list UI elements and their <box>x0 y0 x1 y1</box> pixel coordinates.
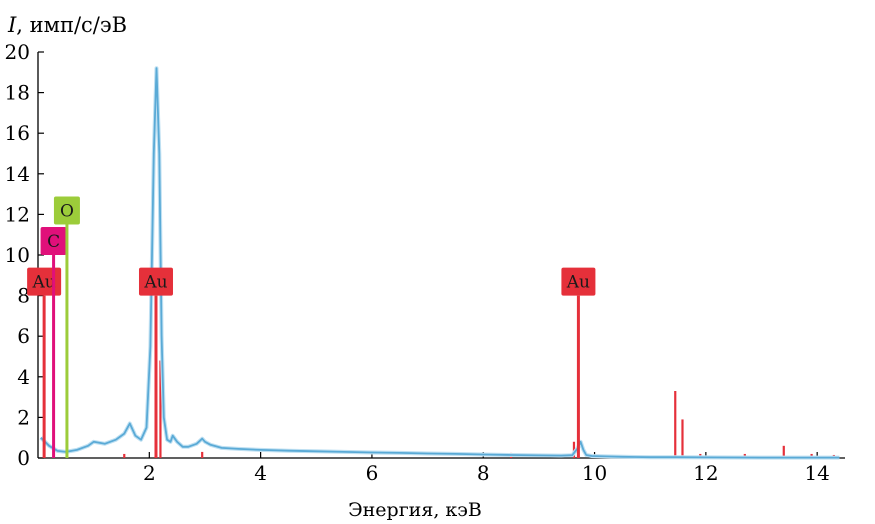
element-label: Au <box>143 273 167 293</box>
element-label-box <box>53 196 80 225</box>
element-label: Au <box>32 273 56 293</box>
x-axis-label: Энергия, кэВ <box>348 499 482 520</box>
y-tick-label: 16 <box>5 121 30 145</box>
element-label-box <box>561 267 596 296</box>
y-tick-label: 2 <box>17 405 30 429</box>
y-ticks: 0 2 4 6 8 10 12 14 16 18 20 <box>5 40 44 470</box>
y-tick-label: 8 <box>17 284 30 308</box>
element-label-box <box>40 227 67 255</box>
y-tick-label: 0 <box>17 446 30 470</box>
spectrum-series <box>39 66 840 460</box>
x-tick-label: 8 <box>477 461 490 485</box>
y-axis-label: I, имп/с/эВ <box>7 13 127 37</box>
y-axis-label-symbol: I <box>7 13 17 37</box>
element-label: O <box>60 202 74 222</box>
spectrum-line <box>40 67 840 459</box>
y-tick-label: 18 <box>5 81 30 105</box>
y-tick-label: 20 <box>5 40 30 64</box>
x-tick-label: 12 <box>693 461 718 485</box>
y-tick-label: 12 <box>5 202 30 226</box>
element-lines: Au CO Au Au <box>27 196 596 458</box>
element-label-box <box>138 267 173 296</box>
element-label: Au <box>566 273 590 293</box>
x-ticks: 2 4 6 8 10 12 14 <box>143 452 830 485</box>
y-tick-label: 6 <box>17 324 30 348</box>
x-tick-label: 14 <box>804 461 829 485</box>
x-tick-label: 4 <box>254 461 267 485</box>
x-tick-label: 10 <box>582 461 607 485</box>
y-tick-label: 4 <box>17 365 30 389</box>
x-tick-label: 6 <box>366 461 379 485</box>
y-tick-label: 14 <box>5 162 30 186</box>
x-tick-label: 2 <box>143 461 156 485</box>
secondary-peaks <box>123 360 835 458</box>
y-tick-label: 10 <box>5 243 30 267</box>
element-label: C <box>47 232 60 252</box>
y-axis-label-unit: , имп/с/эВ <box>16 13 127 37</box>
